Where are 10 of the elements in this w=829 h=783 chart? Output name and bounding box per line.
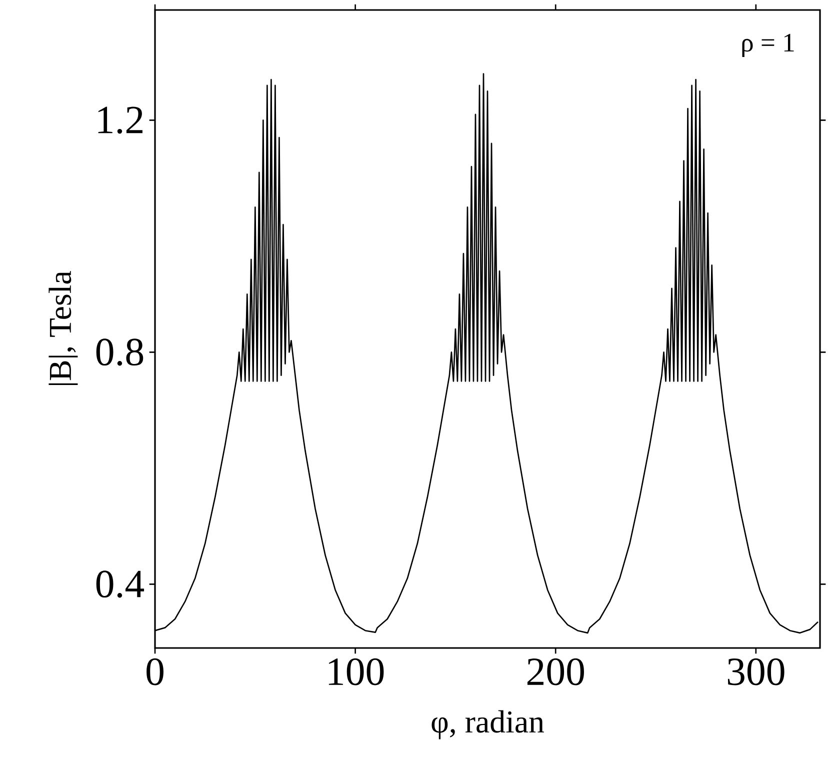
y-tick-label: 0.4 bbox=[96, 570, 144, 598]
x-tick-label: 300 bbox=[728, 658, 784, 686]
annotation: ρ = 1 bbox=[742, 34, 794, 58]
x-axis-title: φ, radian bbox=[432, 710, 544, 740]
y-tick-label: 0.8 bbox=[96, 338, 144, 366]
x-tick-label: 100 bbox=[328, 658, 384, 686]
y-tick-label: 1.2 bbox=[98, 106, 142, 134]
x-tick-label: 200 bbox=[527, 658, 584, 686]
x-tick-label: 0 bbox=[146, 658, 164, 686]
y-axis-title: |B|, Tesla bbox=[48, 271, 78, 385]
